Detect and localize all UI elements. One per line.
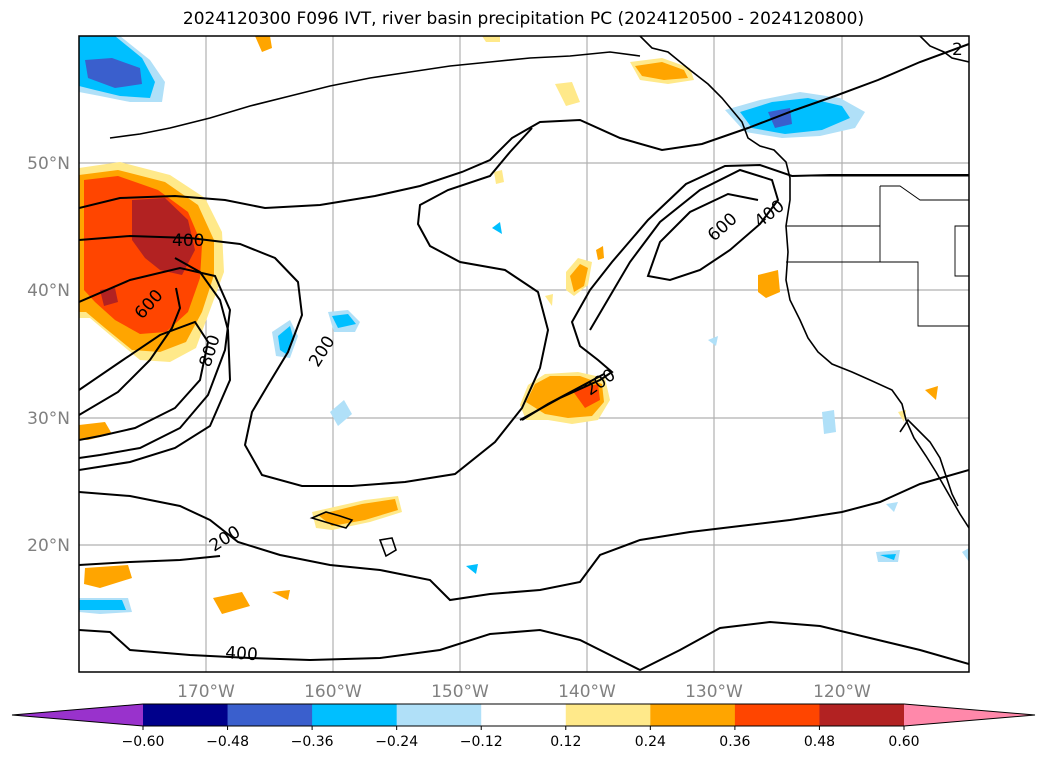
contour-label: 200 <box>305 333 339 371</box>
lon-label: 160°W <box>304 682 362 702</box>
map-frame <box>78 35 970 673</box>
contour-labels: 400 600 800 200 600 400 200 200 400 2 <box>131 40 963 665</box>
map-content <box>79 36 969 672</box>
colorbar-segment <box>312 704 398 726</box>
lon-label: 130°W <box>685 682 743 702</box>
colorbar-tick-label: −0.36 <box>291 734 334 750</box>
colorbar-tick-label: −0.12 <box>460 734 503 750</box>
colorbar-segment <box>143 704 229 726</box>
map-title: 2024120300 F096 IVT, river basin precipi… <box>182 9 865 29</box>
colorbar-ticks: −0.60 −0.48 −0.36 −0.24 −0.12 0.12 0.24 0.36 0.4… <box>122 726 920 750</box>
colorbar-tick-label: −0.48 <box>206 734 249 750</box>
contour-label: 600 <box>704 209 742 246</box>
contour-label: 400 <box>225 643 259 665</box>
colorbar-tick-label: 0.36 <box>719 734 750 750</box>
state-borders <box>786 175 969 327</box>
colorbar-segment <box>650 704 736 726</box>
ivt-contours <box>79 43 969 672</box>
colorbar-extension-max <box>904 704 1035 726</box>
colorbar-segment <box>227 704 313 726</box>
colorbar-segment <box>734 704 820 726</box>
lat-label: 20°N <box>27 536 70 556</box>
colorbar <box>11 703 1036 727</box>
lat-label: 40°N <box>27 281 70 301</box>
colorbar-segment <box>565 704 651 726</box>
latitude-labels: 50°N 40°N 30°N 20°N <box>27 154 70 556</box>
lat-label: 30°N <box>27 409 70 429</box>
lon-label: 150°W <box>431 682 489 702</box>
colorbar-segment <box>819 704 905 726</box>
colorbar-tick-label: 0.24 <box>635 734 666 750</box>
colorbar-segment <box>481 704 567 726</box>
precip-anomaly-shading <box>79 36 969 614</box>
colorbar-extension-min <box>12 704 143 726</box>
colorbar-tick-label: −0.60 <box>122 734 165 750</box>
contour-label: 200 <box>206 522 244 556</box>
colorbar-tick-label: 0.48 <box>804 734 835 750</box>
lat-label: 50°N <box>27 154 70 174</box>
contour-label: 400 <box>172 231 204 251</box>
colorbar-segment <box>396 704 482 726</box>
coastlines <box>109 36 969 558</box>
contour-label: 2 <box>952 40 963 60</box>
lon-label: 140°W <box>558 682 616 702</box>
colorbar-tick-label: 0.12 <box>550 734 581 750</box>
colorbar-tick-label: 0.60 <box>888 734 919 750</box>
longitude-labels: 170°W 160°W 150°W 140°W 130°W 120°W <box>177 682 871 702</box>
lon-label: 120°W <box>813 682 871 702</box>
colorbar-tick-label: −0.24 <box>375 734 418 750</box>
lon-label: 170°W <box>177 682 235 702</box>
